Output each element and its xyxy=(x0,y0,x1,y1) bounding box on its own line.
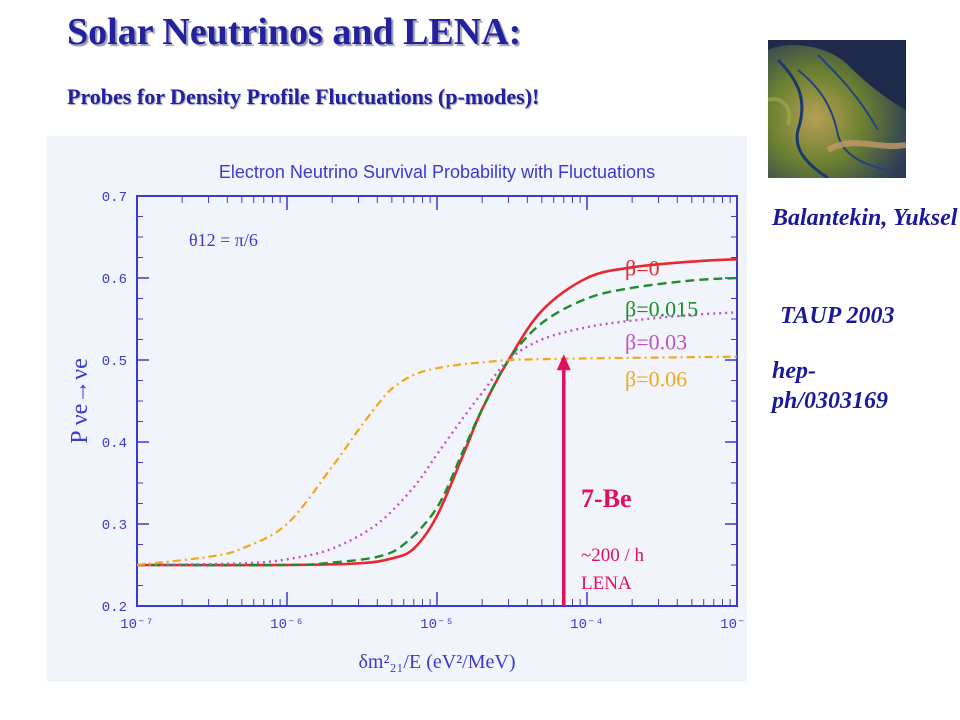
conference-text: TAUP 2003 xyxy=(780,303,895,329)
satellite-image xyxy=(768,40,906,178)
legend-label: β=0.03 xyxy=(625,330,687,355)
series-line-1 xyxy=(136,257,738,567)
detector-name: LENA xyxy=(581,573,632,594)
y-axis-label: P νe→νe xyxy=(67,358,93,443)
x-axis-label: δm²₂₁/E (eV²/MeV) xyxy=(359,651,516,673)
y-tick-label: 0.4 xyxy=(102,436,127,452)
be7-arrow-head xyxy=(556,354,571,371)
rate-value: ~200 / h xyxy=(581,545,645,566)
authors-text: Balantekin, Yuksel xyxy=(772,205,958,231)
x-tick-label: 10⁻⁶ xyxy=(270,617,304,633)
x-tick-label: 10⁻⁵ xyxy=(420,617,454,633)
be7-label: 7-Be xyxy=(581,484,632,513)
y-tick-label: 0.7 xyxy=(102,190,127,206)
y-tick-label: 0.3 xyxy=(102,518,127,534)
theta-annotation: θ12 = π/6 xyxy=(189,230,258,250)
survival-probability-chart: Electron Neutrino Survival Probability w… xyxy=(47,136,747,682)
legend-label: β=0 xyxy=(625,256,660,281)
chart-svg: Electron Neutrino Survival Probability w… xyxy=(67,162,747,673)
slide-subtitle: Probes for Density Profile Fluctuations … xyxy=(67,84,540,109)
series-line-2 xyxy=(136,276,738,567)
reference-text: hep-ph/0303169 xyxy=(772,358,889,414)
x-tick-label: 10⁻⁴ xyxy=(570,617,604,633)
y-tick-label: 0.5 xyxy=(102,354,127,370)
legend-label: β=0.015 xyxy=(625,297,698,322)
y-tick-label: 0.6 xyxy=(102,272,127,288)
y-tick-label: 0.2 xyxy=(102,600,127,616)
series-line-4 xyxy=(136,355,738,567)
chart-title: Electron Neutrino Survival Probability w… xyxy=(219,162,655,182)
legend-label: β=0.06 xyxy=(625,366,687,391)
rate-label: ~200 / h LENA xyxy=(581,542,644,598)
slide-title: Solar Neutrinos and LENA: xyxy=(67,11,522,53)
series-line-3 xyxy=(136,311,738,567)
x-tick-label: 10⁻⁷ xyxy=(120,617,154,633)
x-tick-label: 10⁻³ xyxy=(720,617,747,633)
